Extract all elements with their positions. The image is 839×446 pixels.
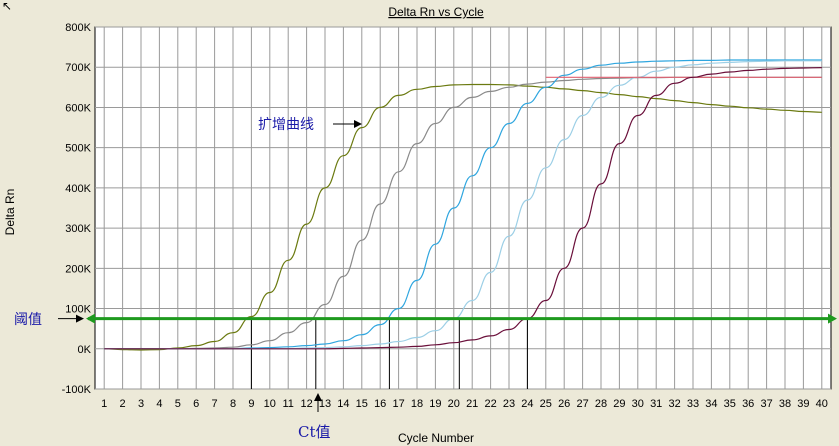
x-tick-label: 11 xyxy=(282,398,293,410)
x-tick-label: 2 xyxy=(120,398,126,410)
ct-label: Ct值 xyxy=(298,423,331,441)
corner-glyph: ↖ xyxy=(2,0,12,13)
x-tick-label: 31 xyxy=(650,398,662,410)
y-tick-label: 300K xyxy=(65,223,91,235)
x-tick-label: 39 xyxy=(797,398,809,410)
y-tick-label: 600K xyxy=(65,102,91,114)
x-tick-label: 3 xyxy=(138,398,144,410)
x-tick-label: 38 xyxy=(779,398,791,410)
y-tick-labels: 800K 700K 600K 500K 400K 300K 200K 100K 0K -100K xyxy=(62,22,92,396)
y-tick-label: 200K xyxy=(65,263,91,275)
x-tick-label: 33 xyxy=(687,398,699,410)
x-tick-label: 30 xyxy=(632,398,644,410)
x-tick-label: 23 xyxy=(503,398,515,410)
ct-arrow xyxy=(314,393,322,412)
y-axis-title: Delta Rn xyxy=(3,189,17,236)
x-tick-label: 1 xyxy=(101,398,107,410)
y-tick-label: 400K xyxy=(65,183,91,195)
x-tick-label: 14 xyxy=(337,398,349,410)
x-tick-label: 25 xyxy=(540,398,552,410)
x-tick-label: 40 xyxy=(816,398,828,410)
x-tick-label: 32 xyxy=(668,398,680,410)
amplification-curve-6 xyxy=(104,67,822,350)
threshold-arrow-left xyxy=(86,313,95,324)
y-tick-label: 800K xyxy=(65,22,91,34)
x-tick-label: 9 xyxy=(248,398,254,410)
x-tick-label: 8 xyxy=(230,398,236,410)
x-tick-label: 5 xyxy=(175,398,181,410)
x-tick-label: 28 xyxy=(595,398,607,410)
x-axis-title: Cycle Number xyxy=(398,431,474,445)
threshold-label: 阈值 xyxy=(14,312,42,328)
x-tick-label: 19 xyxy=(429,398,441,410)
x-tick-label: 37 xyxy=(760,398,772,410)
threshold-label-arrowhead xyxy=(76,314,84,323)
x-tick-label: 26 xyxy=(558,398,570,410)
x-tick-label: 7 xyxy=(212,398,218,410)
plot-area xyxy=(94,26,832,390)
amplification-curve-1 xyxy=(104,83,822,351)
x-tick-label: 15 xyxy=(356,398,368,410)
x-tick-label: 21 xyxy=(466,398,478,410)
threshold-layer xyxy=(58,313,837,324)
series-layer xyxy=(104,59,822,351)
x-tick-label: 22 xyxy=(484,398,496,410)
x-tick-label: 17 xyxy=(392,398,404,410)
curve-label: 扩增曲线 xyxy=(258,117,314,133)
chart-title: Delta Rn vs Cycle xyxy=(388,5,484,19)
y-tick-label: 0K xyxy=(78,344,92,356)
curve-arrow xyxy=(333,120,362,128)
x-tick-label: 20 xyxy=(448,398,460,410)
x-tick-label: 16 xyxy=(374,398,386,410)
ct-marker-lines xyxy=(250,318,528,389)
x-tick-label: 27 xyxy=(576,398,588,410)
x-tick-label: 34 xyxy=(705,398,717,410)
x-tick-label: 12 xyxy=(300,398,312,410)
y-tick-label: -100K xyxy=(62,384,92,396)
x-tick-label: 10 xyxy=(264,398,276,410)
y-tick-label: 100K xyxy=(65,304,91,316)
threshold-arrow-right xyxy=(828,313,837,324)
x-tick-label: 18 xyxy=(411,398,423,410)
x-tick-labels: 1 2 3 4 5 6 7 8 9 10 11 12 13 14 15 16 17 18 19 20 21 22 23 24 2… xyxy=(101,398,828,410)
x-tick-label: 29 xyxy=(613,398,625,410)
x-tick-label: 6 xyxy=(193,398,199,410)
y-tick-label: 700K xyxy=(65,62,91,74)
x-tick-label: 24 xyxy=(521,398,533,410)
y-tick-label: 500K xyxy=(65,143,91,155)
x-tick-label: 4 xyxy=(156,398,162,410)
x-tick-label: 36 xyxy=(742,398,754,410)
x-tick-label: 35 xyxy=(724,398,736,410)
